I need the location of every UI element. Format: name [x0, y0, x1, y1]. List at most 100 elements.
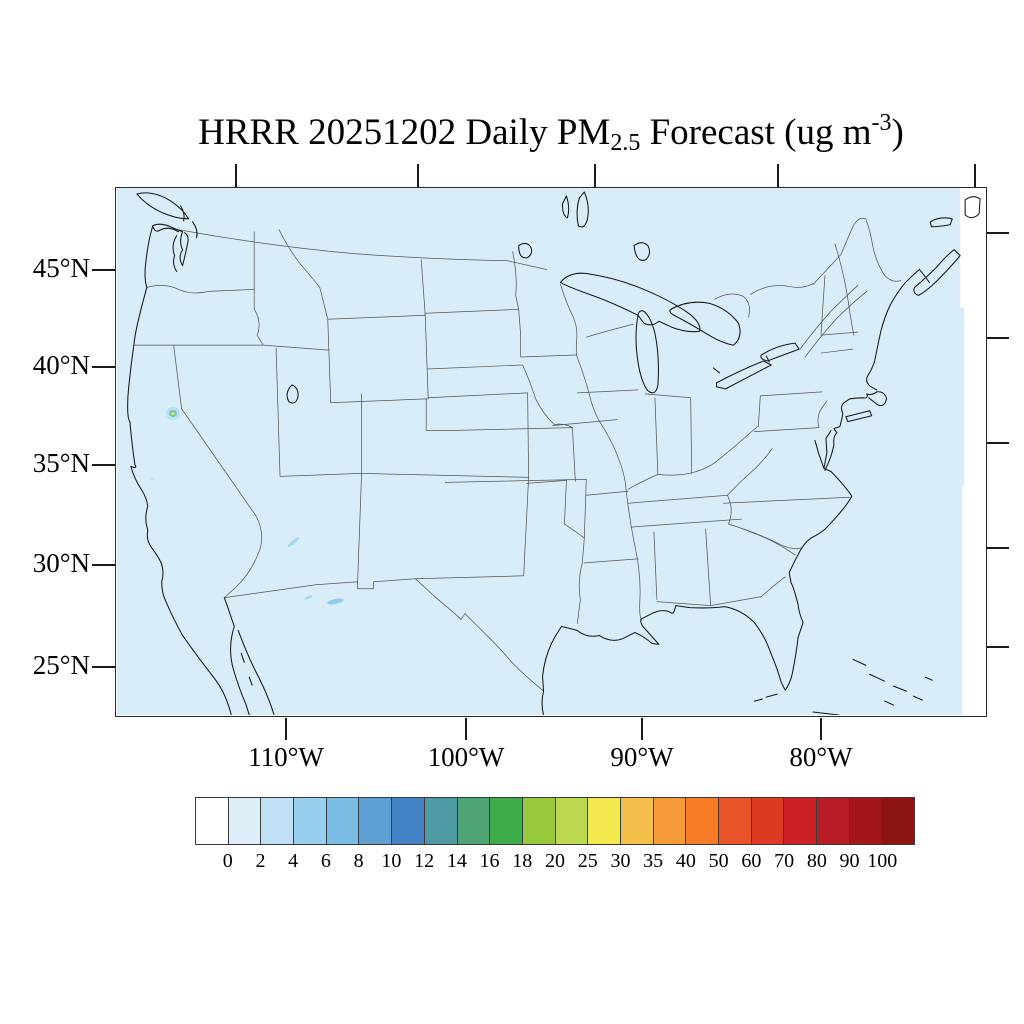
- great-lakes: [559, 272, 800, 394]
- x-axis-tick: [285, 718, 287, 740]
- colorbar-cell: [424, 798, 458, 844]
- colorbar-cell: [751, 798, 785, 844]
- colorbar-cell: [522, 798, 556, 844]
- colorbar-tick-label: 4: [288, 850, 299, 872]
- map-ocean-fill: [116, 188, 965, 715]
- colorbar-tick-label: 40: [675, 850, 696, 872]
- colorbar-tick-label: 60: [741, 850, 762, 872]
- y-axis-label: 25°N: [32, 650, 90, 680]
- y-axis-label: 45°N: [32, 253, 90, 283]
- state-boundaries: [133, 217, 901, 692]
- figure-title: HRRR 20251202 Daily PM2.5 Forecast (ug m…: [115, 110, 987, 157]
- conus-map: [116, 188, 981, 715]
- right-axis-tick: [987, 232, 1009, 234]
- colorbar-tick-label: 50: [708, 850, 729, 872]
- puget-sound: [152, 223, 189, 273]
- y-axis-label: 30°N: [32, 548, 90, 578]
- mexico-baja-coast: [164, 597, 545, 715]
- top-axis-tick: [417, 164, 419, 187]
- colorbar-cell: [326, 798, 360, 844]
- y-axis-tick: [92, 269, 115, 271]
- right-axis-tick: [987, 442, 1009, 444]
- colorbar-tick-label: 90: [839, 850, 860, 872]
- colorbar-tick-label: 14: [446, 850, 467, 872]
- colorbar-tick-label: 6: [320, 850, 331, 872]
- plains-states: [420, 251, 618, 483]
- top-axis-tick: [235, 164, 237, 187]
- right-axis-tick: [987, 646, 1009, 648]
- y-axis-tick: [92, 464, 115, 466]
- eastern-states: [714, 217, 901, 556]
- colorbar-tick-label: 10: [381, 850, 402, 872]
- colorbar: [195, 797, 915, 845]
- colorbar-tick-label: 12: [414, 850, 435, 872]
- y-axis-tick: [92, 666, 115, 668]
- colorbar-tick-label: 70: [774, 850, 795, 872]
- top-axis-tick: [777, 164, 779, 187]
- colorbar-tick-label: 20: [545, 850, 565, 872]
- colorbar-cell: [196, 798, 229, 844]
- y-axis-label: 40°N: [32, 350, 90, 380]
- title-end: ): [891, 112, 904, 153]
- colorbar-tick-label: 25: [577, 850, 598, 872]
- colorbar-cell: [457, 798, 491, 844]
- colorbar-labels: 0 2 4 6 8 10 12 14 16 18 20 25 30 35 40 50 60 70 80 90 100: [195, 850, 915, 878]
- coastlines: [127, 191, 981, 715]
- right-axis-tick: [987, 337, 1009, 339]
- colorbar-tick-label: 100: [867, 850, 898, 872]
- title-subscript: 2.5: [610, 130, 641, 156]
- y-axis-tick: [92, 366, 115, 368]
- colorbar-cell: [261, 798, 295, 844]
- midwest-states: [575, 323, 786, 620]
- maritimes-and-islands: [845, 196, 981, 423]
- y-axis-label: 35°N: [32, 448, 90, 478]
- x-axis-tick: [820, 718, 822, 740]
- colorbar-tick-label: 8: [353, 850, 364, 872]
- colorbar-cell: [392, 798, 425, 844]
- colorbar-tick-label: 16: [479, 850, 500, 872]
- title-main: HRRR 20251202 Daily PM: [198, 112, 611, 153]
- colorbar-cell: [784, 798, 818, 844]
- title-superscript: -3: [871, 110, 892, 136]
- x-axis-label: 110°W: [248, 742, 324, 772]
- colorbar-tick-label: 30: [610, 850, 631, 872]
- colorbar-tick-label: 80: [806, 850, 827, 872]
- colorbar-cell: [555, 798, 589, 844]
- x-axis-tick: [641, 718, 643, 740]
- colorbar-cell: [294, 798, 327, 844]
- colorbar-tick-label: 18: [512, 850, 533, 872]
- colorbar-tick-label: 0: [222, 850, 233, 872]
- x-axis-label: 90°W: [610, 742, 674, 772]
- colorbar-cell: [359, 798, 393, 844]
- y-axis-tick: [92, 564, 115, 566]
- northwest-states: [133, 229, 529, 599]
- california-coast-speck: [150, 477, 155, 480]
- title-mid: Forecast (ug m: [640, 112, 872, 153]
- top-axis-tick: [594, 164, 596, 187]
- south-central-states: [223, 476, 639, 692]
- x-axis-label: 80°W: [789, 742, 853, 772]
- colorbar-tick-label: 2: [255, 850, 266, 872]
- vancouver-island: [136, 192, 198, 239]
- colorbar-cell: [228, 798, 262, 844]
- colorbar-cell: [882, 798, 915, 844]
- colorbar-cell: [653, 798, 687, 844]
- map-frame: [115, 187, 987, 717]
- colorbar-tick-label: 35: [643, 850, 664, 872]
- colorbar-cell: [719, 798, 752, 844]
- colorbar-cell: [588, 798, 621, 844]
- colorbar-cell: [686, 798, 719, 844]
- colorbar-cell: [817, 798, 850, 844]
- n-california-hotspot-core: [171, 412, 175, 415]
- us-canada-border: [178, 229, 547, 270]
- northern-lakes: [286, 191, 933, 715]
- x-axis-label: 100°W: [427, 742, 505, 772]
- gulf-atlantic-coast: [542, 269, 920, 702]
- colorbar-cell: [620, 798, 654, 844]
- top-axis-tick: [974, 164, 976, 187]
- alabama-smudge: [651, 582, 656, 596]
- right-axis-tick: [987, 547, 1009, 549]
- pacific-coast: [127, 225, 180, 600]
- colorbar-cell: [849, 798, 883, 844]
